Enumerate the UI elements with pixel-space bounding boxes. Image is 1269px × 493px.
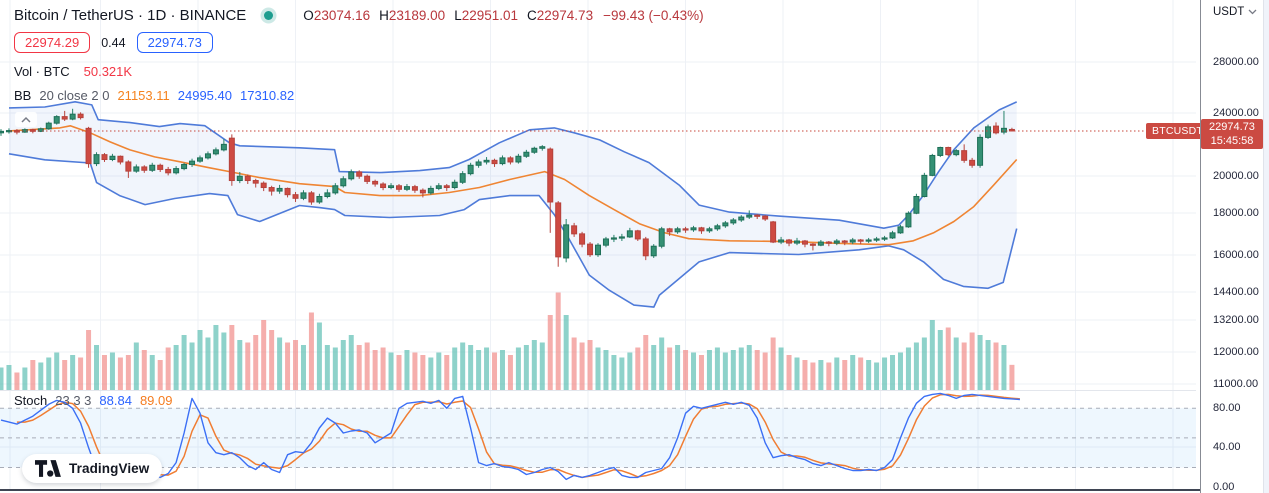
axis-tick-label: 16000.00 — [1213, 249, 1259, 261]
volume-indicator-name[interactable]: Vol · BTC — [14, 64, 70, 79]
axis-tick-label: 24000.00 — [1213, 107, 1259, 119]
bb-upper-value: 24995.40 — [177, 88, 232, 103]
high-value: 23189.00 — [388, 8, 446, 23]
volume-legend-row[interactable]: Vol · BTC 50.321K — [14, 64, 132, 79]
axis-tick-label: 40.00 — [1213, 441, 1241, 453]
axis-currency-selector[interactable]: USDT — [1213, 6, 1257, 18]
ohlc-values: O23074.16 H23189.00 L22951.01 C22974.73 — [303, 8, 593, 23]
sell-button[interactable]: 22974.29 — [14, 32, 91, 53]
stoch-indicator-name[interactable]: Stoch — [14, 393, 48, 408]
price-change: −99.43 (−0.43%) — [603, 8, 704, 23]
bb-params: 20 close 2 0 — [39, 88, 110, 103]
bb-basis-value: 21153.11 — [117, 88, 170, 103]
market-status-icon[interactable] — [264, 11, 274, 20]
axis-tick-label: 14400.00 — [1213, 286, 1259, 298]
volume-value: 50.321K — [83, 64, 133, 79]
price-axis-panel[interactable]: USDT 28000.00 24000.00 20000.00 18000.00 160… — [1200, 0, 1263, 493]
bar-close-countdown: 15:45:58 — [1210, 135, 1254, 147]
axis-tick-label: 20000.00 — [1213, 170, 1259, 182]
high-label: H — [379, 8, 389, 23]
last-price-value: 22974.73 — [1209, 121, 1255, 133]
axis-tick-label: 0.00 — [1213, 481, 1235, 493]
tradingview-logo-text: TradingView — [69, 461, 150, 476]
low-label: L — [454, 8, 462, 23]
chevron-up-icon — [21, 116, 31, 123]
tradingview-logo[interactable]: TradingView — [22, 454, 163, 483]
axis-scrollbar-strip[interactable] — [1263, 0, 1269, 493]
low-value: 22951.01 — [461, 8, 519, 23]
spread-value: 0.44 — [101, 35, 126, 50]
axis-tick-label: 12000.00 — [1213, 346, 1259, 358]
close-value: 22974.73 — [536, 8, 594, 23]
axis-tick-label: 28000.00 — [1213, 56, 1259, 68]
bb-indicator-name[interactable]: BB — [14, 88, 32, 103]
stoch-params: 23 3 3 — [55, 393, 92, 408]
buy-button[interactable]: 22974.73 — [136, 32, 213, 53]
open-label: O — [303, 8, 314, 23]
axis-currency-label: USDT — [1213, 6, 1245, 18]
open-value: 23074.16 — [313, 8, 371, 23]
tradingview-logo-icon — [35, 460, 61, 477]
symbol-title[interactable]: Bitcoin / TetherUS · 1D · BINANCE — [14, 7, 247, 24]
legend-collapse-button[interactable] — [15, 112, 37, 127]
symbol-legend-row[interactable]: Bitcoin / TetherUS · 1D · BINANCE O23074… — [14, 7, 704, 24]
stoch-d-value: 89.09 — [139, 393, 173, 408]
bb-legend-row[interactable]: BB 20 close 2 0 21153.11 24995.40 17310.… — [14, 88, 294, 103]
axis-tick-label: 18000.00 — [1213, 207, 1259, 219]
axis-tick-label: 80.00 — [1213, 402, 1241, 414]
close-label: C — [527, 8, 537, 23]
price-line-symbol-tag: BTCUSDT — [1146, 123, 1209, 139]
last-price-tag[interactable]: 22974.73 15:45:58 — [1201, 119, 1263, 149]
bb-lower-value: 17310.82 — [239, 88, 295, 103]
axis-tick-label: 11000.00 — [1213, 378, 1259, 390]
axis-tick-label: 13200.00 — [1213, 314, 1259, 326]
bid-ask-row: 22974.29 0.44 22974.73 — [14, 32, 213, 53]
stoch-legend-row[interactable]: Stoch 23 3 3 88.84 89.09 — [14, 393, 173, 408]
chevron-down-icon — [1248, 9, 1257, 15]
stoch-k-value: 88.84 — [99, 393, 132, 408]
